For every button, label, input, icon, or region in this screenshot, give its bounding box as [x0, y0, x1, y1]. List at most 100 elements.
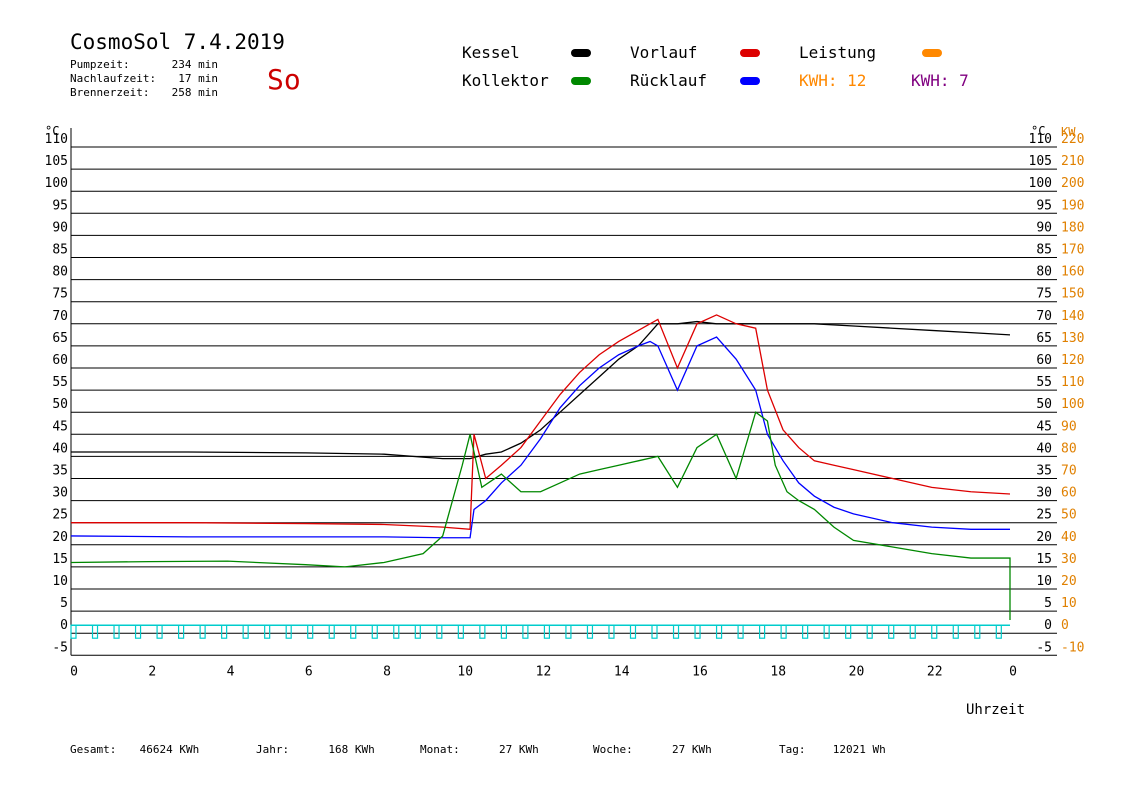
- pump-marker: [457, 624, 464, 639]
- footer-label-jahr: Jahr:: [256, 743, 290, 756]
- y2-temp-tick-label: 95: [1036, 198, 1052, 213]
- footer-label-monat: Monat:: [420, 743, 460, 756]
- y2-temp-tick-label: 110: [1029, 132, 1052, 147]
- y-tick-label: 50: [52, 397, 68, 412]
- pump-marker: [952, 624, 959, 639]
- chart-grid: [70, 128, 1057, 656]
- pump-marker: [522, 624, 529, 639]
- x-tick-label: 10: [457, 664, 473, 679]
- footer-tag: Tag: 12021 Wh: [779, 743, 886, 756]
- x-tick-label: 0: [1009, 664, 1017, 679]
- legend-swatch-leistung: [922, 49, 942, 57]
- legend-label-kessel: Kessel: [462, 43, 520, 62]
- pump-indicator-row: [70, 624, 1010, 639]
- legend-label-kollektor: Kollektor: [462, 71, 549, 90]
- footer-value-jahr: 168 KWh: [328, 743, 375, 756]
- footer-woche: Woche: 27 KWh: [593, 743, 712, 756]
- footer-value-tag: 12021 Wh: [832, 743, 886, 756]
- pump-marker: [371, 624, 378, 639]
- y-tick-label: 20: [52, 530, 68, 545]
- pump-marker: [328, 624, 335, 639]
- pump-marker: [586, 624, 594, 639]
- x-tick-label: 12: [536, 664, 552, 679]
- y-tick-label: 85: [52, 243, 68, 258]
- y-tick-label: 0: [60, 618, 68, 633]
- pump-marker: [866, 624, 873, 639]
- y2-temp-tick-label: 40: [1036, 441, 1052, 456]
- legend-label-leistung: Leistung: [799, 43, 877, 62]
- pump-marker: [715, 624, 723, 639]
- pump-marker: [436, 624, 443, 639]
- pump-marker: [393, 624, 400, 639]
- series-line-vorlauf: [71, 314, 1011, 531]
- y-tick-label: 75: [52, 287, 68, 302]
- footer-jahr: Jahr: 168 KWh: [256, 743, 375, 756]
- y2-temp-tick-label: 70: [1036, 309, 1052, 324]
- y-tick-label: 105: [45, 154, 68, 169]
- footer-label-woche: Woche:: [593, 743, 633, 756]
- pump-marker: [70, 624, 77, 639]
- pump-marker: [113, 624, 120, 639]
- footer-label-gesamt: Gesamt:: [70, 743, 117, 756]
- pump-marker: [931, 624, 938, 639]
- y2-power-tick-label: 20: [1061, 574, 1077, 589]
- y2-power-tick-label: 210: [1061, 154, 1084, 169]
- y2-temp-tick-label: 35: [1036, 464, 1052, 479]
- y2-temp-tick-label: 0: [1044, 618, 1052, 633]
- y2-power-tick-label: 170: [1061, 243, 1084, 258]
- stat-value-nachlaufzeit: 17 min: [178, 72, 218, 85]
- y2-temp-tick-label: 20: [1036, 530, 1052, 545]
- legend-swatch-kessel: [571, 49, 591, 57]
- y2-power-tick-label: 200: [1061, 176, 1084, 191]
- y2-power-tick-label: 100: [1061, 397, 1084, 412]
- pump-marker: [479, 624, 486, 639]
- y2-temp-tick-label: 5: [1044, 596, 1052, 611]
- pump-marker: [608, 624, 615, 639]
- y2-power-tick-label: 130: [1061, 331, 1084, 346]
- y-tick-label: 90: [52, 220, 68, 235]
- legend-swatch-ruecklauf: [740, 77, 760, 85]
- pump-marker: [888, 624, 895, 639]
- pump-marker: [91, 624, 99, 639]
- x-tick-label: 2: [148, 664, 156, 679]
- y2-temp-tick-label: -5: [1036, 640, 1052, 655]
- y2-axis-unit: °C: [1031, 124, 1046, 138]
- y2-temp-tick-label: 50: [1036, 397, 1052, 412]
- y2-power-tick-label: 50: [1061, 508, 1077, 523]
- pump-marker: [694, 624, 701, 639]
- x-axis-label: Uhrzeit: [966, 702, 1026, 718]
- chart-series: [70, 314, 1011, 620]
- y-tick-label: 70: [52, 309, 68, 324]
- pump-marker: [974, 624, 981, 639]
- y2-axis-power-unit: KW: [1061, 125, 1076, 139]
- footer-value-monat: 27 KWh: [499, 743, 539, 756]
- pump-marker: [672, 624, 680, 639]
- pump-marker: [802, 624, 809, 639]
- footer-label-tag: Tag:: [779, 743, 806, 756]
- x-tick-label: 22: [927, 664, 943, 679]
- x-tick-label: 4: [227, 664, 235, 679]
- legend-label-ruecklauf: Rücklauf: [630, 71, 708, 90]
- y-axis-unit: °C: [45, 124, 60, 138]
- y-tick-label: -5: [52, 640, 68, 655]
- y2-temp-tick-label: 90: [1036, 220, 1052, 235]
- y2-temp-tick-label: 75: [1036, 287, 1052, 302]
- y2-power-tick-label: 60: [1061, 486, 1077, 501]
- y2-temp-tick-label: 65: [1036, 331, 1052, 346]
- y2-temp-tick-label: 45: [1036, 419, 1052, 434]
- y-tick-label: 35: [52, 464, 68, 479]
- y-tick-label: 100: [45, 176, 68, 191]
- pump-marker: [823, 624, 830, 639]
- y2-temp-tick-label: 25: [1036, 508, 1052, 523]
- pump-marker: [134, 624, 142, 639]
- y-tick-label: 10: [52, 574, 68, 589]
- x-axis-ticks: 0 2 4 6 8 10 12 14 16 18 20 22 0: [70, 664, 1017, 679]
- pump-marker: [909, 624, 916, 639]
- pump-marker: [758, 624, 766, 639]
- y2-power-tick-label: 80: [1061, 441, 1077, 456]
- legend-kwh-leistung: KWH: 12: [799, 71, 867, 90]
- y2-power-tick-label: 140: [1061, 309, 1084, 324]
- y-tick-label: 15: [52, 552, 68, 567]
- pump-marker: [350, 624, 357, 639]
